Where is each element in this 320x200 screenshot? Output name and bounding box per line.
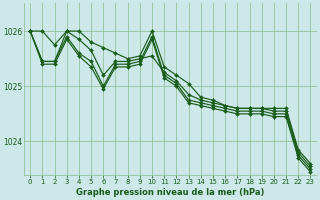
X-axis label: Graphe pression niveau de la mer (hPa): Graphe pression niveau de la mer (hPa) — [76, 188, 265, 197]
